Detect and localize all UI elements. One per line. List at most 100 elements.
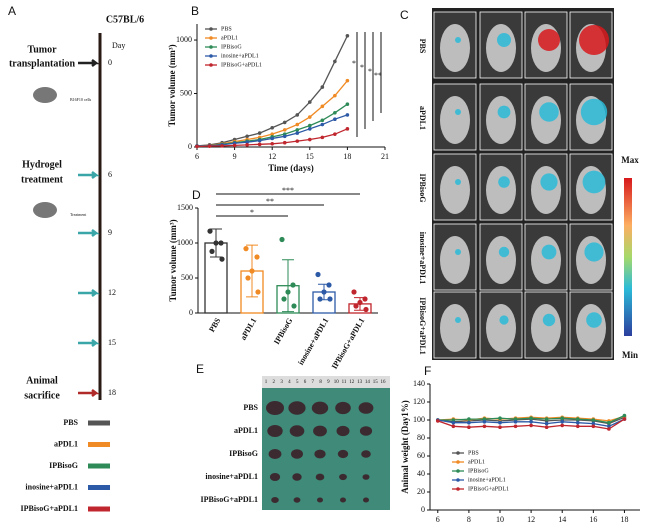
mouse-body [486, 236, 516, 284]
y-tick-label: 500 [181, 273, 193, 282]
signal [455, 179, 461, 185]
legend-label: inosine+aPDL1 [25, 482, 78, 491]
arrow [78, 389, 100, 397]
legend-marker [209, 45, 213, 49]
row-label: IPBisoG [229, 449, 258, 458]
panel-label: F [424, 364, 431, 378]
x-tick-label: aPDL1 [239, 316, 259, 341]
signal [455, 249, 461, 255]
data-point [249, 268, 255, 274]
point [333, 93, 337, 98]
legend-label: PBS [63, 418, 78, 427]
point [622, 417, 627, 421]
tumor [335, 401, 351, 415]
point [529, 420, 533, 424]
point [345, 102, 350, 107]
scale-max: Max [621, 155, 639, 165]
row-label: IPBisoG+aPDL1 [201, 495, 258, 504]
point [544, 421, 549, 426]
tumor [358, 402, 374, 414]
mouse-icons [33, 87, 57, 218]
ruler-number: 15 [373, 380, 379, 385]
arrow [78, 59, 100, 67]
tumor [291, 449, 303, 459]
point [282, 120, 287, 125]
tumor [269, 473, 281, 481]
legend-label: IPBisoG+aPDL1 [21, 504, 78, 513]
legend-label: PBS [221, 26, 232, 32]
data-point [209, 248, 215, 254]
legend-marker [209, 54, 213, 58]
data-point [245, 275, 251, 281]
ruler [262, 376, 390, 388]
data-point [207, 228, 213, 234]
data-point [327, 296, 333, 302]
point [207, 144, 212, 148]
point [308, 127, 312, 131]
signal [582, 170, 606, 194]
x-tick-label: 8 [467, 515, 471, 524]
legend-marker [209, 27, 213, 31]
signal [541, 244, 557, 260]
row-label: aPDL1 [234, 426, 258, 435]
row-label: PBS [418, 39, 427, 54]
legend-marker [456, 451, 460, 455]
tumor [315, 473, 325, 481]
point [195, 144, 199, 149]
significance-label: * [368, 67, 372, 76]
tumor [311, 401, 329, 415]
ruler-number: 12 [349, 380, 355, 385]
tumor [314, 449, 326, 459]
y-tick-label: 1000 [176, 35, 192, 44]
point [245, 134, 249, 139]
point [560, 416, 565, 421]
point [513, 417, 518, 421]
mouse-body [531, 236, 561, 284]
point [622, 413, 627, 418]
day-number: 18 [108, 388, 116, 397]
day-number: 15 [108, 338, 116, 347]
legend-marker [456, 478, 460, 482]
ruler-number: 10 [334, 380, 340, 385]
ruler-number: 1 [265, 380, 268, 385]
significance-label: *** [282, 186, 294, 195]
y-tick-label: 0 [421, 505, 425, 514]
row-label: IPBisoG+aPDL1 [418, 297, 427, 354]
point [295, 139, 300, 143]
legend-label: IPBisoG [468, 468, 489, 474]
event-label: Hydrogel [22, 159, 62, 170]
y-tick-label: 1500 [177, 203, 193, 212]
tumor [271, 497, 279, 503]
point [482, 417, 487, 421]
tumor [336, 425, 350, 437]
strain: C57BL/6 [106, 14, 144, 25]
point [435, 419, 440, 423]
legend-swatch [88, 463, 110, 469]
data-point [362, 296, 368, 302]
y-tick-label: 20 [417, 487, 425, 496]
mouse-body [440, 236, 470, 284]
point [282, 140, 287, 145]
signal [455, 317, 461, 323]
point [308, 137, 312, 142]
point [345, 113, 350, 117]
significance-label: * [352, 59, 356, 68]
point [295, 128, 300, 132]
day-number: 12 [108, 288, 116, 297]
point [220, 144, 224, 148]
point [482, 424, 487, 429]
point [308, 100, 312, 104]
y-axis-label: Tumor volume (mm³) [168, 219, 178, 301]
significance-label: * [360, 63, 364, 72]
point [245, 140, 249, 144]
legend-marker [209, 36, 213, 40]
ruler-number: 11 [342, 380, 347, 385]
point [270, 136, 275, 141]
point [320, 118, 325, 123]
point [257, 138, 262, 143]
data-point [279, 236, 285, 243]
point [270, 141, 275, 146]
data-point [290, 282, 296, 288]
y-axis-label: Tumor volume (mm³) [167, 44, 177, 126]
row-label: inosine+aPDL1 [418, 232, 427, 285]
